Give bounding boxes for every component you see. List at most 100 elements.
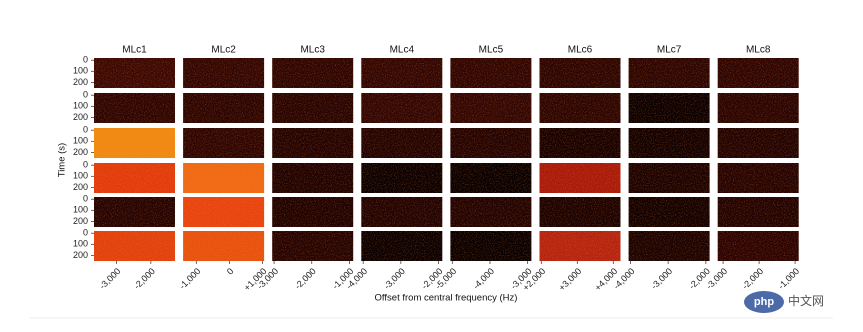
y-tick-label: 100 bbox=[73, 101, 88, 111]
panel-noise bbox=[628, 163, 710, 193]
panel-noise bbox=[539, 163, 621, 193]
x-tick-label: 0 bbox=[225, 266, 236, 277]
spectrogram-panel bbox=[717, 197, 799, 227]
panel-noise bbox=[361, 93, 443, 123]
panel-noise bbox=[628, 58, 710, 88]
watermark-logo-badge bbox=[744, 291, 784, 313]
spectrogram-panel bbox=[183, 231, 265, 261]
column-title: MLc3 bbox=[300, 45, 325, 56]
panel-noise bbox=[539, 197, 621, 227]
spectrogram-panel bbox=[183, 93, 265, 123]
panel-noise bbox=[94, 197, 175, 227]
panel-noise bbox=[94, 163, 175, 193]
column-title: MLc5 bbox=[479, 45, 504, 56]
spectrogram-panel bbox=[717, 231, 799, 261]
y-tick-label: 200 bbox=[73, 182, 88, 192]
column-title: MLc1 bbox=[122, 45, 147, 56]
panel-noise bbox=[717, 58, 799, 88]
panel-noise bbox=[717, 231, 799, 261]
column-title: MLc2 bbox=[211, 45, 236, 56]
spectrogram-panel bbox=[717, 58, 799, 88]
spectrogram-panel bbox=[361, 231, 443, 261]
spectrogram-panel bbox=[272, 93, 354, 123]
spectrogram-panel bbox=[539, 231, 621, 261]
panel-noise bbox=[183, 197, 265, 227]
spectrogram-panel bbox=[183, 197, 265, 227]
watermark-logo: php bbox=[754, 296, 774, 308]
y-tick-label: 0 bbox=[83, 228, 88, 238]
panel-noise bbox=[450, 197, 532, 227]
spectrogram-panel bbox=[183, 128, 265, 158]
panel-noise bbox=[183, 163, 265, 193]
spectrogram-panel bbox=[94, 163, 175, 193]
panel-noise bbox=[628, 197, 710, 227]
panel-noise bbox=[450, 93, 532, 123]
panel-noise bbox=[539, 93, 621, 123]
y-tick-label: 200 bbox=[73, 147, 88, 157]
y-tick-label: 0 bbox=[83, 160, 88, 170]
y-tick-label: 100 bbox=[73, 239, 88, 249]
watermark: php 中文网 bbox=[744, 291, 824, 313]
spectrogram-panel bbox=[272, 197, 354, 227]
panel-noise bbox=[272, 163, 354, 193]
spectrogram-panel bbox=[450, 58, 532, 88]
column-title: MLc6 bbox=[568, 45, 593, 56]
spectrogram-panel bbox=[272, 231, 354, 261]
panel-noise bbox=[717, 197, 799, 227]
spectrogram-panel bbox=[450, 163, 532, 193]
panel-noise bbox=[361, 231, 443, 261]
panel-noise bbox=[628, 231, 710, 261]
y-tick-label: 0 bbox=[83, 90, 88, 100]
panel-noise bbox=[94, 231, 175, 261]
spectrogram-panel bbox=[717, 93, 799, 123]
panel-noise bbox=[272, 58, 354, 88]
panel-noise bbox=[450, 58, 532, 88]
panel-noise bbox=[183, 231, 265, 261]
spectrogram-panel bbox=[539, 93, 621, 123]
y-tick-label: 100 bbox=[73, 66, 88, 76]
panel-noise bbox=[183, 128, 265, 158]
spectrogram-panel bbox=[628, 128, 710, 158]
panel-noise bbox=[717, 93, 799, 123]
panel-noise bbox=[183, 58, 265, 88]
panel-noise bbox=[272, 231, 354, 261]
panel-noise bbox=[539, 58, 621, 88]
spectrogram-panel bbox=[539, 128, 621, 158]
watermark-text: 中文网 bbox=[788, 293, 824, 308]
y-tick-label: 0 bbox=[83, 125, 88, 135]
panel-noise bbox=[272, 197, 354, 227]
spectrogram-panel bbox=[94, 231, 175, 261]
spectrogram-panel bbox=[628, 197, 710, 227]
panel-noise bbox=[94, 58, 175, 88]
spectrogram-panel bbox=[628, 58, 710, 88]
y-axis-label: Time (s) bbox=[57, 143, 68, 177]
spectrogram-panel bbox=[94, 58, 175, 88]
spectrogram-panel bbox=[450, 231, 532, 261]
y-tick-label: 100 bbox=[73, 205, 88, 215]
spectrogram-panel bbox=[717, 163, 799, 193]
panel-noise bbox=[717, 163, 799, 193]
spectrogram-panel bbox=[539, 197, 621, 227]
spectrogram-panel bbox=[361, 58, 443, 88]
y-tick-label: 100 bbox=[73, 171, 88, 181]
spectrogram-panel bbox=[450, 93, 532, 123]
panel-noise bbox=[450, 128, 532, 158]
panel-noise bbox=[450, 163, 532, 193]
spectrogram-panel bbox=[94, 128, 175, 158]
y-tick-label: 0 bbox=[83, 194, 88, 204]
column-title: MLc8 bbox=[746, 45, 771, 56]
spectrogram-panel bbox=[94, 93, 175, 123]
spectrogram-panel bbox=[94, 197, 175, 227]
panel-noise bbox=[272, 93, 354, 123]
panel-noise bbox=[628, 128, 710, 158]
spectrogram-panel bbox=[450, 197, 532, 227]
panel-noise bbox=[628, 93, 710, 123]
y-tick-label: 0 bbox=[83, 55, 88, 65]
panel-noise bbox=[717, 128, 799, 158]
spectrogram-panel bbox=[183, 163, 265, 193]
panel-noise bbox=[361, 58, 443, 88]
panel-noise bbox=[272, 128, 354, 158]
panel-noise bbox=[94, 128, 175, 158]
spectrogram-panel bbox=[628, 163, 710, 193]
